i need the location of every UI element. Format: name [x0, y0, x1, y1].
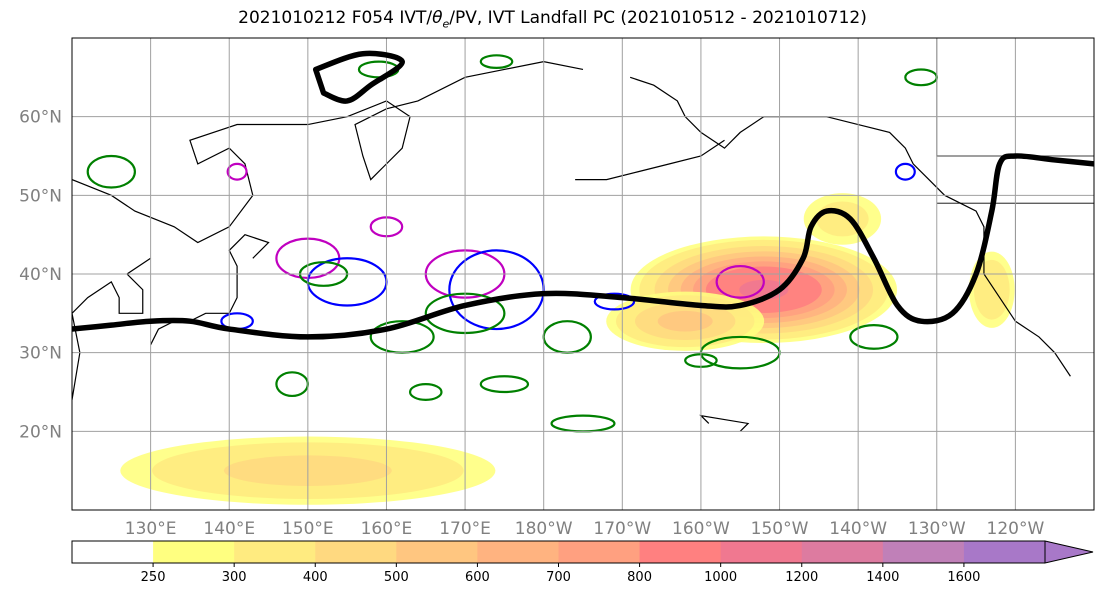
- colorbar-swatch: [72, 541, 154, 563]
- lon-tick-label: 160°E: [361, 519, 413, 539]
- colorbar-swatch: [720, 541, 803, 563]
- lon-tick-label: 170°E: [439, 519, 491, 539]
- colorbar-tick-label: 1000: [704, 570, 737, 585]
- contour-blob: [408, 383, 443, 401]
- lon-tick-labels: 130°E 140°E 150°E 160°E 170°E 180°W 170°W 160°W…: [125, 519, 1045, 539]
- colorbar-extend-arrow: [1044, 540, 1094, 564]
- grid: [72, 38, 1094, 510]
- contour-blob: [479, 375, 530, 394]
- contour-blob: [715, 265, 765, 299]
- contour-blob: [849, 324, 899, 350]
- lon-tick-label: 160°W: [672, 519, 730, 539]
- colorbar-tick-label: 400: [303, 570, 328, 585]
- colorbar-tick-label: 500: [384, 570, 409, 585]
- lon-tick-label: 130°E: [125, 519, 177, 539]
- lon-tick-label: 130°W: [908, 519, 966, 539]
- lon-tick-label: 120°W: [987, 519, 1045, 539]
- chart-title: 2021010212 F054 IVT/θe/PV, IVT Landfall …: [238, 8, 867, 31]
- contour-blob: [894, 162, 916, 181]
- contour-blob: [479, 54, 514, 69]
- colorbar-swatch: [153, 541, 235, 563]
- lon-tick-label: 180°W: [515, 519, 573, 539]
- lon-tick-label: 170°W: [593, 519, 651, 539]
- pc-contour-line: [72, 153, 1094, 340]
- lat-tick-labels: 20°N 30°N 40°N 50°N 60°N: [19, 108, 62, 443]
- colorbar-swatch: [477, 541, 559, 563]
- coastline: [699, 414, 750, 432]
- colorbar: 250 300 400 500 600 700 800 1000 1200 1400 1600: [71, 540, 1094, 585]
- contour-blob: [226, 162, 248, 181]
- lat-tick-label: 20°N: [19, 422, 62, 442]
- colorbar-swatch: [234, 541, 316, 563]
- lat-tick-label: 40°N: [19, 265, 62, 285]
- lat-tick-label: 60°N: [19, 108, 62, 128]
- pc-contours: [72, 50, 1094, 340]
- lat-tick-label: 30°N: [19, 344, 62, 364]
- lon-tick-label: 140°W: [829, 519, 887, 539]
- map-frame: [71, 37, 1095, 511]
- colorbar-tick-label: 300: [222, 570, 247, 585]
- colorbar-tick-label: 1400: [866, 570, 899, 585]
- ivt-level-300: [973, 259, 1010, 320]
- contour-blob: [593, 292, 636, 311]
- colorbar-swatch: [315, 541, 397, 563]
- coastline: [575, 139, 725, 181]
- colorbar-tick-label: 1600: [947, 570, 980, 585]
- lat-tick-label: 50°N: [19, 186, 62, 206]
- colorbar-tick-label: 600: [465, 570, 490, 585]
- colorbar-tick-label: 700: [546, 570, 571, 585]
- colorbar-tick-label: 250: [141, 570, 166, 585]
- lon-tick-label: 150°E: [282, 519, 334, 539]
- lon-tick-label: 150°W: [751, 519, 809, 539]
- colorbar-swatch: [558, 541, 641, 563]
- colorbar-swatch: [396, 541, 478, 563]
- pc-contour-line: [312, 50, 405, 104]
- colorbar-swatch: [963, 541, 1046, 563]
- colorbar-tick-label: 800: [627, 570, 652, 585]
- ivt-level-500: [657, 310, 713, 332]
- colorbar-tick-label: 1200: [785, 570, 818, 585]
- lon-tick-label: 140°E: [203, 519, 255, 539]
- contour-blob: [86, 154, 136, 189]
- colorbar-swatch: [639, 541, 722, 563]
- colorbar-swatch: [882, 541, 965, 563]
- colorbar-swatch: [801, 541, 884, 563]
